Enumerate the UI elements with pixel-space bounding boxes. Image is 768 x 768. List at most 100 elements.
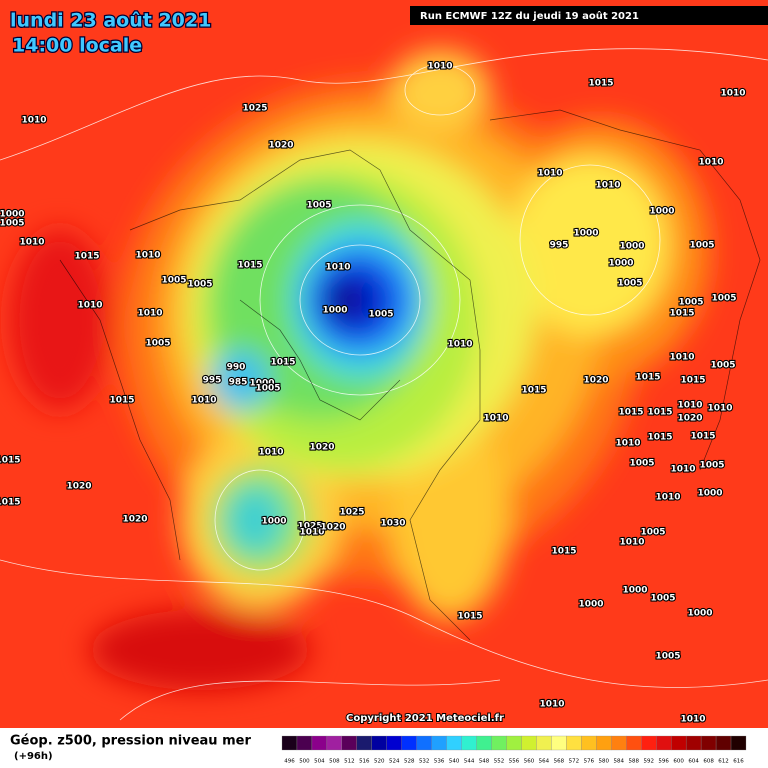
isobar-label: 1010 — [677, 401, 702, 411]
isobar-label: 1020 — [583, 376, 608, 386]
legend-label: 544 — [464, 759, 475, 765]
isobar-label: 1005 — [640, 528, 665, 538]
legend-swatch — [341, 735, 357, 751]
run-info: Run ECMWF 12Z du jeudi 19 août 2021 — [420, 10, 639, 22]
legend-swatch — [611, 735, 627, 751]
isobar-label: 1000 — [578, 600, 603, 610]
isobar-label: 1015 — [270, 358, 295, 368]
isobar-label: 1010 — [707, 404, 732, 414]
isobar-label: 1015 — [237, 261, 262, 271]
isobar-label: 1025 — [297, 522, 322, 532]
isobar-label: 1015 — [521, 386, 546, 396]
copyright: Copyright 2021 Meteociel.fr — [346, 713, 504, 724]
isobar-label: 1010 — [447, 340, 472, 350]
isobar-label: 1005 — [255, 384, 280, 394]
legend-swatch — [685, 735, 702, 751]
legend-swatch — [506, 735, 522, 751]
isobar-label: 1010 — [21, 116, 46, 126]
isobar-label: 1015 — [457, 612, 482, 622]
isobar-label: 1015 — [74, 252, 99, 262]
legend-label: 548 — [479, 759, 490, 765]
isobar-label: 1010 — [427, 62, 452, 72]
legend-label: 552 — [494, 759, 505, 765]
legend-label: 536 — [434, 759, 445, 765]
legend-label: 520 — [374, 759, 385, 765]
legend-label: 540 — [449, 759, 460, 765]
isobar-label: 1005 — [161, 276, 186, 286]
isobar-label: 1010 — [698, 158, 723, 168]
isobar-label: 1010 — [135, 251, 160, 261]
isobar-label: 1020 — [66, 482, 91, 492]
isobar-label: 1005 — [650, 594, 675, 604]
legend-label: 588 — [628, 759, 639, 765]
isobar-label: 1020 — [268, 141, 293, 151]
legend-label: 504 — [314, 759, 325, 765]
legend-label: 508 — [329, 759, 340, 765]
isobar-label: 1005 — [699, 461, 724, 471]
isobar-label: 1015 — [647, 433, 672, 443]
legend-swatch — [401, 735, 417, 751]
isobar-label: 1020 — [122, 515, 147, 525]
legend-label: 512 — [344, 759, 355, 765]
legend-label: 608 — [703, 759, 714, 765]
isobar-label: 1015 — [647, 408, 672, 418]
legend-swatch — [671, 735, 687, 751]
legend-label: 496 — [284, 759, 295, 765]
legend-label: 572 — [569, 759, 580, 765]
isobar-label: 1025 — [339, 508, 364, 518]
isobar-label: 1010 — [669, 353, 694, 363]
isobar-label: 1015 — [551, 547, 576, 557]
isobar-label: 1000 — [0, 210, 25, 220]
isobar-label: 1010 — [325, 263, 350, 273]
legend-swatch — [476, 735, 492, 751]
isobar-label: 1010 — [191, 396, 216, 406]
contours — [0, 48, 768, 721]
isobar-label: 1000 — [261, 517, 286, 527]
date-title: lundi 23 août 2021 — [10, 10, 211, 32]
map-field — [0, 0, 768, 728]
isobar-label: 1020 — [320, 523, 345, 533]
isobar-label: 1005 — [678, 298, 703, 308]
color-legend: 496 500 504 508 512 516 520 524 528 532 536 540 544 5… — [281, 735, 747, 765]
isobar-label: 1015 — [0, 498, 21, 508]
legend-swatch — [566, 735, 582, 751]
legend-swatch — [416, 735, 432, 751]
isobar-label: 985 — [229, 378, 248, 388]
isobar-label: 1010 — [537, 169, 562, 179]
legend-label: 500 — [299, 759, 310, 765]
isobar-label: 1005 — [629, 459, 654, 469]
isobar-label: 1010 — [595, 181, 620, 191]
isobar-label: 1015 — [669, 309, 694, 319]
legend-swatch — [641, 735, 657, 751]
isobar-label: 1000 — [649, 207, 674, 217]
isobar-label: 1010 — [77, 301, 102, 311]
legend-label: 524 — [389, 759, 400, 765]
legend-label: 576 — [584, 759, 595, 765]
legend-swatch — [730, 735, 747, 751]
legend-swatch — [581, 735, 597, 751]
isobar-label: 1000 — [608, 259, 633, 269]
legend-swatch — [596, 735, 612, 751]
isobar-label: 1010 — [615, 439, 640, 449]
isobar-label: 1000 — [687, 609, 712, 619]
legend-swatch — [446, 735, 462, 751]
isobar-label: 1025 — [242, 104, 267, 114]
legend-swatch — [461, 735, 477, 751]
isobar-label: 990 — [227, 363, 246, 373]
legend-swatch — [296, 735, 313, 751]
legend-label: 596 — [658, 759, 669, 765]
footer-lead: (+96h) — [14, 751, 53, 762]
legend-swatch — [536, 735, 552, 751]
isobar-label: 1030 — [380, 519, 405, 529]
legend-swatch — [715, 735, 732, 751]
isobar-label: 1005 — [711, 294, 736, 304]
legend-swatch — [656, 735, 672, 751]
legend-label: 580 — [599, 759, 610, 765]
isobar-label: 1000 — [697, 489, 722, 499]
legend-swatch — [356, 735, 372, 751]
isobar-labels: 1010 1015 1010 1025 1010 1020 1010 1010 1010 1005… — [0, 60, 747, 725]
run-banner — [410, 6, 768, 25]
legend-label: 568 — [554, 759, 565, 765]
